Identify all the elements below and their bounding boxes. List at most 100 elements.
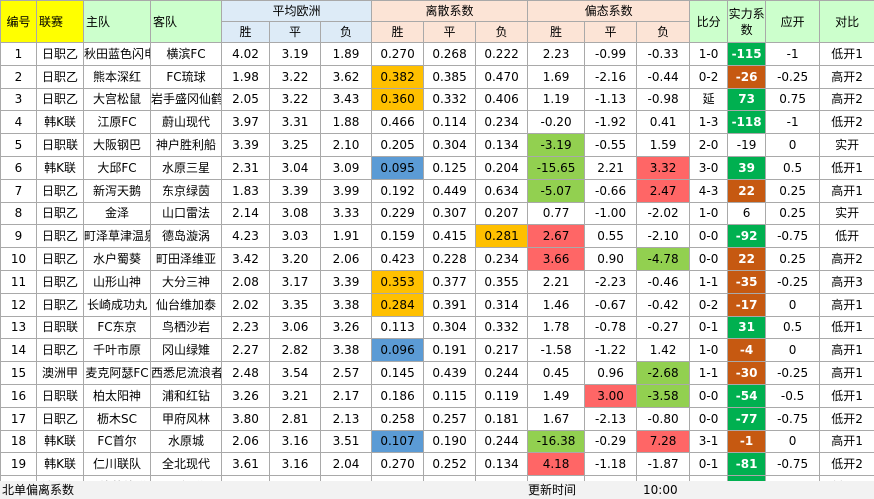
league-cell: 日职乙: [36, 247, 84, 271]
league-cell: 韩K联: [36, 110, 84, 135]
score-cell: 0-0: [689, 247, 729, 271]
dispersion-win-cell: 0.186: [371, 383, 425, 408]
odds-loss-cell: 3.43: [319, 87, 373, 112]
table-row: 7 日职乙 新泻天鹅 东京绿茵 1.83 3.39 3.99 0.192 0.449 0.634-…: [0, 178, 874, 203]
skew-loss-cell: 1.59: [636, 133, 691, 157]
away-team-cell: 横滨FC: [150, 42, 222, 66]
score-cell: 3-1: [689, 429, 729, 454]
table-row: 13 日职联 FC东京 鸟栖沙岩 2.23 3.06 3.26 0.113 0.304 0.332…: [0, 315, 874, 340]
header-disp-loss: 负: [475, 21, 529, 43]
league-cell: 韩K联: [36, 452, 84, 477]
home-team-cell: 大宫松鼠: [83, 87, 151, 112]
odds-loss-cell: 2.13: [319, 406, 373, 431]
score-cell: 1-0: [689, 42, 729, 66]
league-cell: 日职乙: [36, 292, 84, 317]
odds-win-cell: 4.02: [221, 42, 270, 66]
odds-draw-cell: 3.22: [269, 64, 321, 89]
dispersion-draw-cell: 0.125: [423, 155, 477, 180]
odds-draw-cell: 3.08: [269, 201, 321, 226]
odds-draw-cell: 3.19: [269, 42, 321, 66]
odds-draw-cell: 2.82: [269, 338, 321, 363]
compare-cell: 低开1: [819, 42, 874, 66]
dispersion-draw-cell: 0.439: [423, 361, 477, 385]
skew-draw-cell: -0.29: [584, 429, 638, 454]
home-team-cell: FC首尔: [83, 429, 151, 454]
odds-loss-cell: 2.10: [319, 133, 373, 157]
skew-loss-cell: 3.32: [636, 155, 691, 180]
away-team-cell: 町田泽维亚: [150, 247, 222, 271]
handicap-cell: -0.25: [765, 361, 821, 385]
skew-draw-cell: -1.18: [584, 452, 638, 477]
header-home: 主队: [83, 0, 151, 43]
away-team-cell: 甲府风林: [150, 406, 222, 431]
row-number: 19: [0, 452, 37, 477]
skew-draw-cell: -1.22: [584, 338, 638, 363]
away-team-cell: 东京绿茵: [150, 178, 222, 203]
skew-win-cell: 1.19: [527, 87, 586, 112]
strength-cell: -1: [727, 429, 767, 454]
update-time-label: 更新时间: [528, 483, 577, 497]
home-team-cell: 水户蜀葵: [83, 247, 151, 271]
handicap-cell: 0.25: [765, 247, 821, 271]
league-cell: 日职乙: [36, 338, 84, 363]
away-team-cell: FC琉球: [150, 64, 222, 89]
header-avg-odds: 平均欧洲: [220, 0, 373, 22]
odds-win-cell: 2.05: [221, 87, 270, 112]
update-time-value: 10:00: [643, 483, 678, 497]
compare-cell: 低开: [819, 224, 874, 249]
compare-cell: 低开2: [819, 452, 874, 477]
skew-win-cell: 1.49: [527, 383, 586, 408]
skew-draw-cell: -0.67: [584, 292, 638, 317]
strength-cell: -81: [727, 452, 767, 477]
dispersion-win-cell: 0.258: [371, 406, 425, 431]
home-team-cell: 大邱FC: [83, 155, 151, 180]
strength-cell: 39: [727, 155, 767, 180]
table-row: 10 日职乙 水户蜀葵 町田泽维亚 3.42 3.20 2.06 0.423 0.228 0.23…: [0, 247, 874, 271]
dispersion-draw-cell: 0.332: [423, 87, 477, 112]
header-skew-loss: 负: [636, 21, 691, 43]
odds-win-cell: 3.97: [221, 110, 270, 135]
odds-win-cell: 2.02: [221, 292, 270, 317]
odds-draw-cell: 3.16: [269, 452, 321, 477]
strength-cell: -54: [727, 383, 767, 408]
score-cell: 1-0: [689, 201, 729, 226]
row-number: 9: [0, 224, 37, 249]
handicap-cell: 0.5: [765, 315, 821, 340]
row-number: 14: [0, 338, 37, 363]
score-cell: 1-0: [689, 338, 729, 363]
row-number: 11: [0, 269, 37, 294]
strength-cell: -4: [727, 338, 767, 363]
skew-draw-cell: 3.00: [584, 383, 638, 408]
skew-win-cell: -16.38: [527, 429, 586, 454]
odds-draw-cell: 3.03: [269, 224, 321, 249]
odds-loss-cell: 3.51: [319, 429, 373, 454]
compare-cell: 高开1: [819, 178, 874, 203]
table-row: 15 澳洲甲 麦克阿瑟FC 西悉尼流浪者 2.48 3.54 2.57 0.145 0.439 0…: [0, 361, 874, 385]
header-league: 联赛: [36, 0, 84, 43]
odds-win-cell: 3.39: [221, 133, 270, 157]
table-row: 5 日职联 大阪钢巴 神户胜利船 3.39 3.25 2.10 0.205 0.304 0.134…: [0, 133, 874, 157]
compare-cell: 低开1: [819, 383, 874, 408]
handicap-cell: -0.25: [765, 269, 821, 294]
away-team-cell: 德岛漩涡: [150, 224, 222, 249]
skew-loss-cell: 2.47: [636, 178, 691, 203]
skew-draw-cell: -0.66: [584, 178, 638, 203]
dispersion-win-cell: 0.192: [371, 178, 425, 203]
odds-win-cell: 3.80: [221, 406, 270, 431]
odds-win-cell: 2.23: [221, 315, 270, 340]
skew-win-cell: 1.78: [527, 315, 586, 340]
skew-win-cell: 2.23: [527, 42, 586, 66]
header-handicap: 应开: [765, 0, 821, 43]
league-cell: 日职乙: [36, 224, 84, 249]
odds-win-cell: 1.83: [221, 178, 270, 203]
row-number: 18: [0, 429, 37, 454]
league-cell: 日职联: [36, 315, 84, 340]
skew-loss-cell: -0.98: [636, 87, 691, 112]
row-number: 3: [0, 87, 37, 112]
odds-loss-cell: 2.04: [319, 452, 373, 477]
table-row: 18 韩K联 FC首尔 水原城 2.06 3.16 3.51 0.107 0.190 0.244-…: [0, 429, 874, 454]
odds-draw-cell: 3.16: [269, 429, 321, 454]
handicap-cell: 0: [765, 292, 821, 317]
skew-loss-cell: -4.78: [636, 247, 691, 271]
